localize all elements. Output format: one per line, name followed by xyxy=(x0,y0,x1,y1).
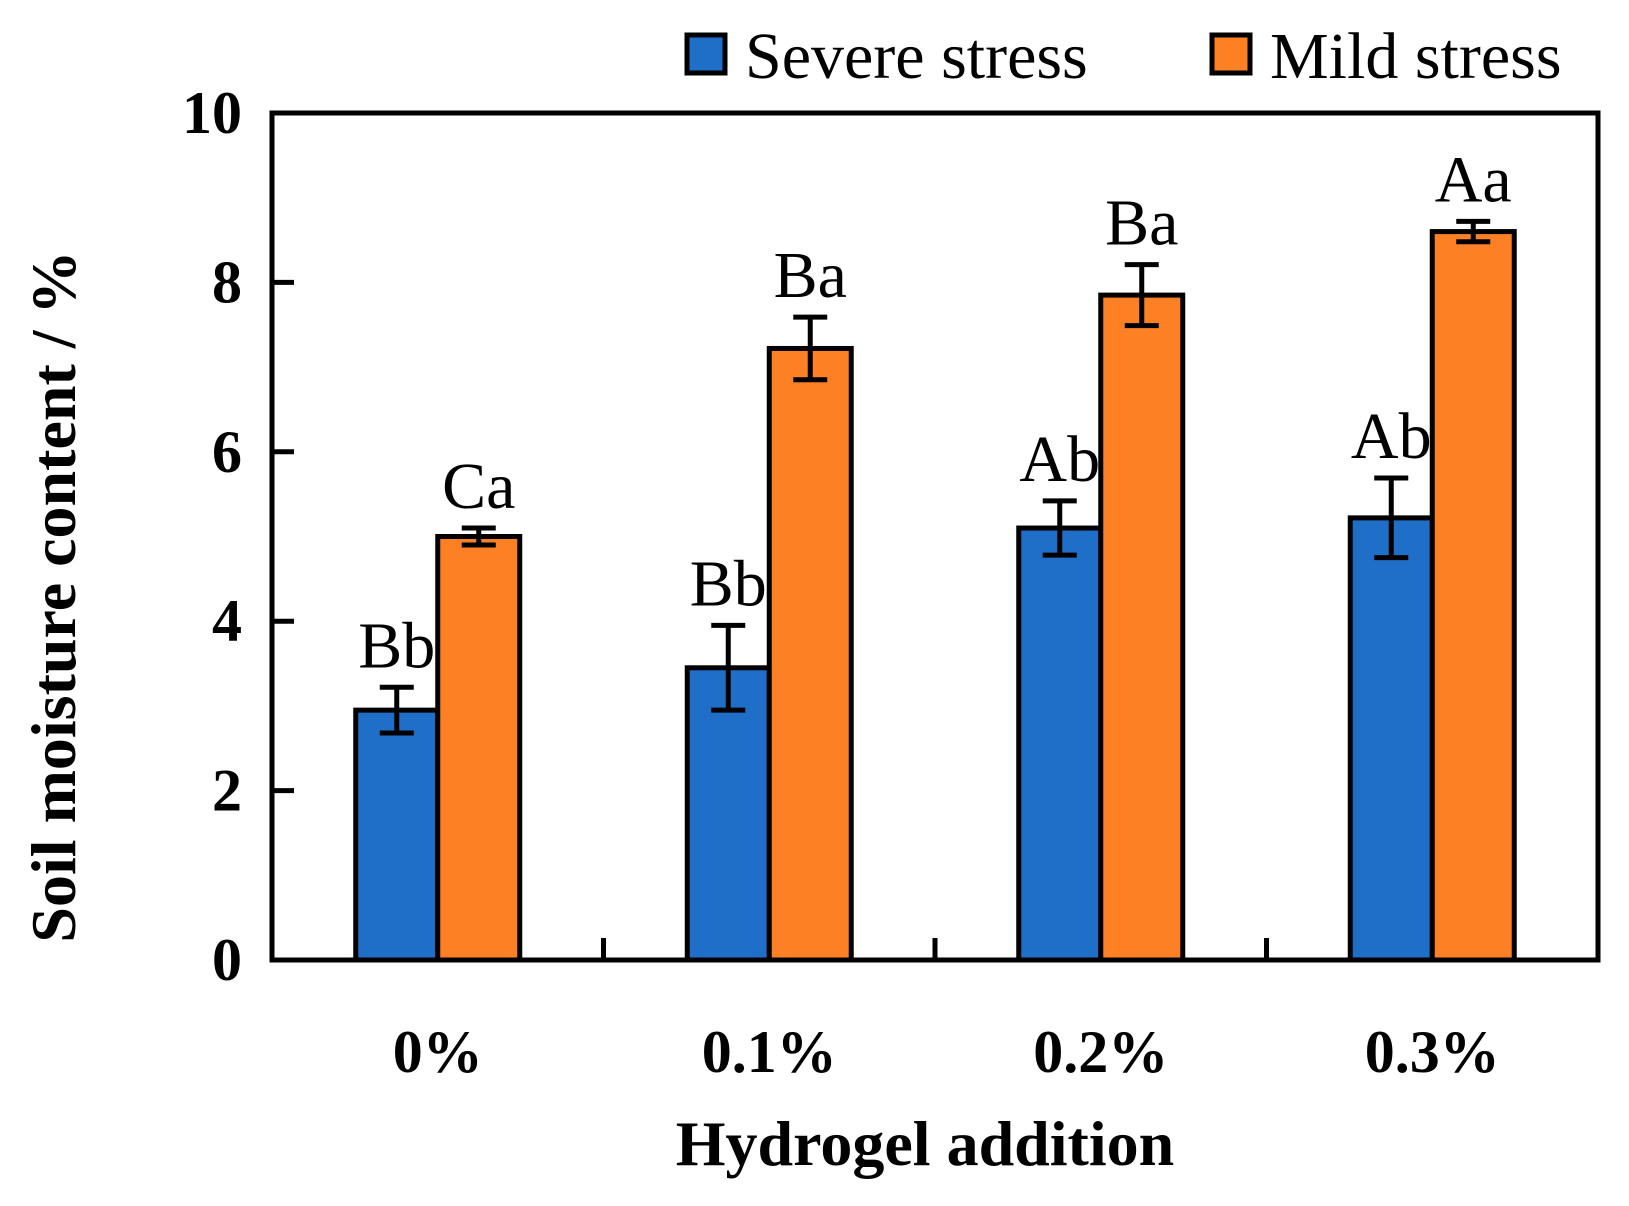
significance-label: Ab xyxy=(1019,423,1100,496)
x-tick-label: 0% xyxy=(393,1019,483,1085)
legend: Severe stress Mild stress xyxy=(684,20,1562,93)
y-axis-title: Soil moisture content / % xyxy=(18,250,89,942)
y-tick-label: 2 xyxy=(212,758,242,824)
bar xyxy=(1016,525,1104,963)
error-bars-layer xyxy=(379,218,1491,736)
error-bar xyxy=(793,314,828,383)
significance-label: Bb xyxy=(690,547,767,620)
y-axis: 0 2 4 6 8 10 xyxy=(182,80,294,993)
legend-label: Mild stress xyxy=(1270,20,1562,93)
significance-label: Ab xyxy=(1351,400,1432,473)
error-bar xyxy=(1124,262,1159,329)
error-bar xyxy=(1456,218,1491,245)
y-tick-label: 0 xyxy=(212,927,242,993)
bar xyxy=(1429,229,1517,963)
bar xyxy=(353,707,441,963)
bar xyxy=(766,345,854,963)
x-axis-title: Hydrogel addition xyxy=(676,1108,1174,1179)
significance-label: Ba xyxy=(1105,187,1178,260)
legend-item: Severe stress xyxy=(684,20,1088,93)
significance-label: Ba xyxy=(774,239,847,312)
x-tick-label: 0.3% xyxy=(1365,1019,1500,1085)
legend-swatch xyxy=(684,32,728,76)
significance-label: Ca xyxy=(442,450,515,523)
significance-label: Aa xyxy=(1435,143,1512,216)
error-bar xyxy=(711,622,746,713)
bars-layer xyxy=(353,229,1517,963)
error-bar xyxy=(1374,475,1409,561)
y-tick-label: 6 xyxy=(212,419,242,485)
bar xyxy=(435,534,523,963)
error-bar xyxy=(379,684,414,736)
error-bar xyxy=(461,525,496,548)
significance-label: Bb xyxy=(358,609,435,682)
legend-label: Severe stress xyxy=(745,20,1088,93)
significance-labels-layer: Bb Bb Ab Ab Ca Ba Ba Aa xyxy=(358,143,1512,682)
x-tick-label: 0.1% xyxy=(702,1019,837,1085)
y-tick-label: 4 xyxy=(212,588,242,654)
x-axis: 0% 0.1% 0.2% 0.3% xyxy=(393,938,1500,1085)
x-tick-label: 0.2% xyxy=(1033,1019,1168,1085)
legend-swatch xyxy=(1209,32,1253,76)
legend-item: Mild stress xyxy=(1209,20,1562,93)
y-tick-label: 10 xyxy=(182,80,242,146)
y-tick-label: 8 xyxy=(212,249,242,315)
bar xyxy=(1098,292,1186,963)
bar xyxy=(1347,515,1435,963)
error-bar xyxy=(1042,498,1077,558)
